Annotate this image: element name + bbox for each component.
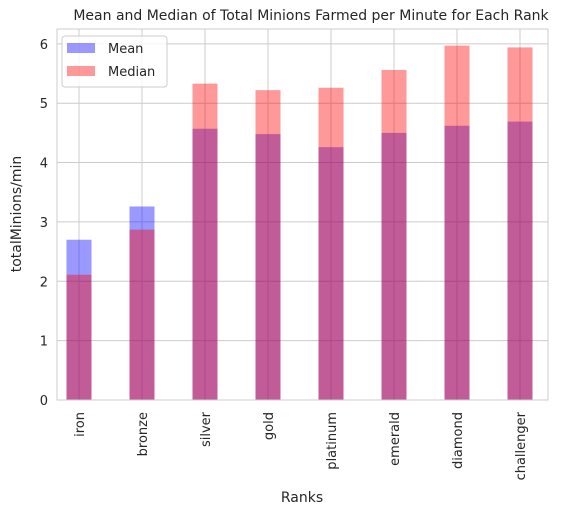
bar-median-bronze: [129, 229, 155, 400]
bar-median-diamond: [444, 45, 470, 401]
x-tick-label: challenger: [514, 411, 529, 480]
bar-median-iron: [66, 274, 92, 400]
legend-label-median: Median: [108, 65, 155, 80]
y-axis-label: totalMinions/min: [9, 156, 25, 273]
legend-swatch-median: [67, 66, 95, 76]
bar-mean-platinum: [318, 147, 344, 400]
bar-mean-challenger: [507, 121, 533, 401]
y-tick-label: 6: [40, 38, 48, 53]
x-axis-label: Ranks: [281, 490, 323, 506]
bar-median-emerald: [381, 69, 407, 400]
legend-label-mean: Mean: [108, 42, 143, 57]
x-tick-label: platinum: [325, 412, 340, 470]
bar-mean-silver: [192, 128, 218, 400]
bar-mean-diamond: [444, 125, 470, 400]
y-tick-label: 4: [40, 157, 48, 172]
y-tick-label: 5: [40, 97, 48, 112]
chart-title: Mean and Median of Total Minions Farmed …: [73, 8, 549, 24]
bar-median-platinum: [318, 87, 344, 400]
x-tick-label: iron: [73, 412, 88, 437]
bars: [66, 45, 533, 401]
x-tick-label: emerald: [388, 412, 403, 466]
y-tick-label: 0: [40, 394, 48, 409]
y-axis-ticks: 0 1 2 3 4 5 6: [40, 38, 48, 409]
bar-median-gold: [255, 90, 281, 400]
bar-mean-iron: [66, 239, 92, 400]
y-tick-label: 1: [40, 335, 48, 350]
legend-swatch-mean: [67, 43, 95, 53]
bar-mean-emerald: [381, 132, 407, 400]
x-tick-label: diamond: [451, 412, 466, 469]
bar-median-silver: [192, 83, 218, 400]
bar-mean-gold: [255, 134, 281, 400]
bar-mean-bronze: [129, 206, 155, 400]
x-axis-ticks: iron bronze silver gold platinum emerald diamo…: [73, 411, 529, 480]
plot-area: [57, 29, 548, 400]
y-tick-label: 2: [40, 275, 48, 290]
x-tick-label: bronze: [136, 412, 151, 456]
y-tick-label: 3: [40, 216, 48, 231]
legend: Mean Median: [61, 35, 168, 88]
legend-frame: [61, 35, 168, 88]
bar-median-challenger: [507, 47, 533, 400]
x-tick-label: gold: [262, 412, 277, 440]
x-tick-label: silver: [199, 411, 214, 447]
plot-frame: [56, 28, 549, 401]
grid: [57, 29, 548, 401]
